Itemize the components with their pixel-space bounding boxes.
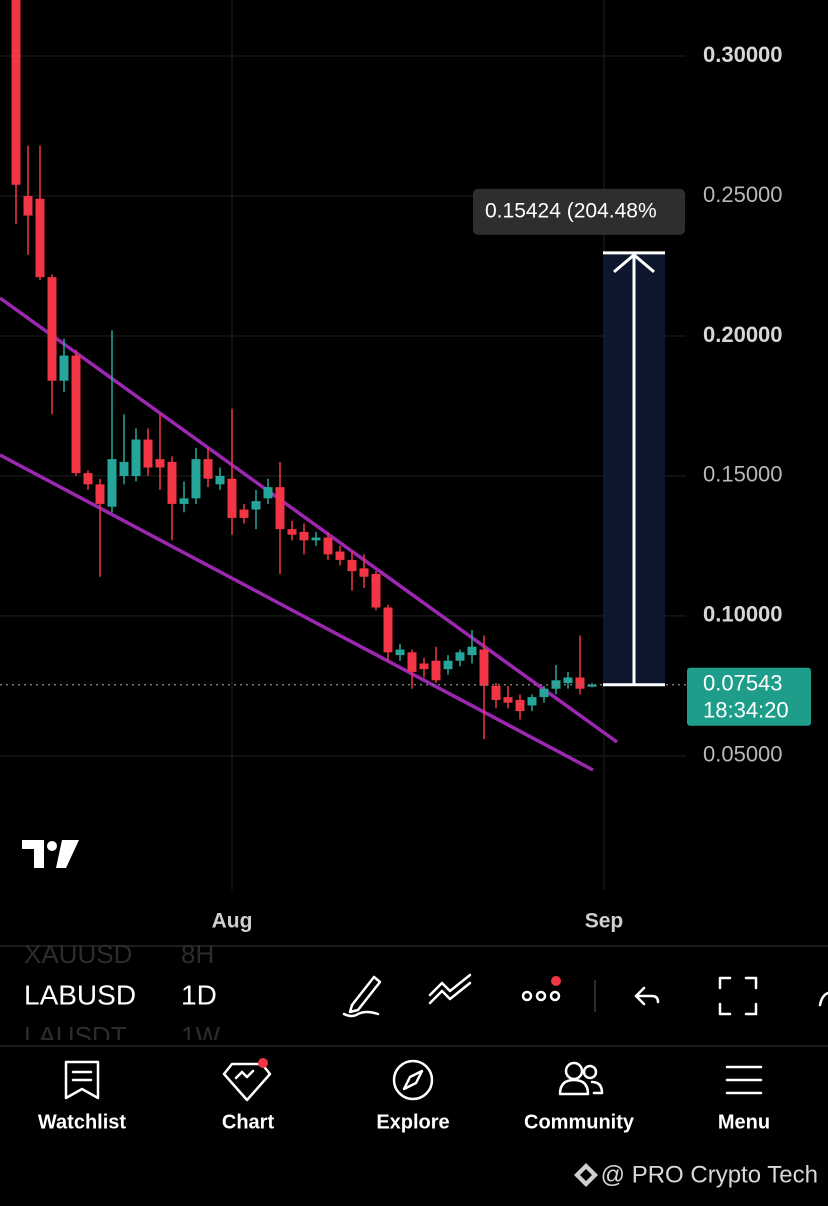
candle-body bbox=[23, 195, 33, 216]
y-tick-label: 0.10000 bbox=[703, 602, 783, 627]
candle-body bbox=[323, 537, 333, 555]
community-icon[interactable] bbox=[558, 1061, 604, 1096]
candle-body bbox=[35, 198, 45, 278]
candle-body bbox=[563, 677, 573, 684]
symbol: XAUUSD bbox=[24, 939, 132, 969]
candle-body bbox=[299, 531, 309, 541]
chart-icon[interactable] bbox=[222, 1062, 272, 1102]
interval[interactable]: 1D bbox=[181, 979, 217, 1010]
candle-body bbox=[431, 660, 441, 681]
candle-body bbox=[491, 685, 501, 700]
candle-body bbox=[419, 663, 429, 670]
candle-body bbox=[119, 461, 129, 476]
plot bbox=[0, 0, 686, 772]
watermark-icon bbox=[574, 1163, 598, 1187]
candle-body bbox=[395, 649, 405, 656]
candle-body bbox=[11, 0, 21, 185]
candle-body bbox=[155, 459, 165, 468]
nav-label[interactable]: Chart bbox=[222, 1111, 275, 1133]
candle-body bbox=[539, 688, 549, 698]
candle-body bbox=[551, 680, 561, 689]
candle-body bbox=[347, 559, 357, 572]
candle-body bbox=[383, 607, 393, 653]
x-tick-label: Aug bbox=[212, 910, 253, 933]
candle-body bbox=[503, 697, 513, 703]
candle-body bbox=[479, 649, 489, 686]
y-tick-label: 0.15000 bbox=[703, 462, 783, 487]
menu-icon[interactable] bbox=[725, 1065, 763, 1095]
tradingview-logo bbox=[22, 840, 79, 868]
candle-body bbox=[275, 487, 285, 530]
watchlist-icon[interactable] bbox=[64, 1060, 100, 1100]
nav-label[interactable]: Watchlist bbox=[38, 1111, 126, 1133]
fullscreen[interactable] bbox=[718, 976, 758, 1016]
candle-body bbox=[227, 478, 237, 518]
y-tick-label: 0.05000 bbox=[703, 742, 783, 767]
grid bbox=[0, 0, 686, 890]
candle-body bbox=[527, 697, 537, 706]
measure-head bbox=[613, 252, 655, 274]
price-label-bg bbox=[687, 667, 811, 726]
candle-body bbox=[143, 439, 153, 468]
candle-body bbox=[359, 568, 369, 577]
candle-body bbox=[263, 487, 273, 499]
watermark: @ PRO Crypto Tech bbox=[601, 1161, 818, 1188]
candle-body bbox=[467, 646, 477, 656]
candle-body bbox=[107, 459, 117, 507]
candle-body bbox=[59, 355, 69, 381]
candle-body bbox=[167, 461, 177, 504]
candle-body bbox=[71, 355, 81, 474]
more[interactable] bbox=[818, 991, 828, 1007]
candle-body bbox=[203, 459, 213, 479]
interval: 8H bbox=[181, 939, 214, 969]
nav-label[interactable]: Menu bbox=[718, 1111, 770, 1133]
candle-body bbox=[407, 652, 417, 672]
candle-body bbox=[251, 501, 261, 510]
nav-label[interactable]: Community bbox=[524, 1111, 635, 1133]
candle-body bbox=[311, 537, 321, 541]
nav-label[interactable]: Explore bbox=[376, 1111, 449, 1133]
draw-tool[interactable] bbox=[342, 975, 382, 1018]
candle-body bbox=[371, 573, 381, 608]
explore-icon[interactable] bbox=[392, 1059, 434, 1101]
x-tick-label: Sep bbox=[585, 910, 624, 933]
badge bbox=[551, 976, 561, 986]
candle-body bbox=[191, 459, 201, 499]
candle-body bbox=[83, 473, 93, 485]
trend-tool[interactable] bbox=[428, 973, 472, 1005]
candle-body bbox=[455, 652, 465, 661]
candle-body bbox=[575, 677, 585, 689]
trend-line bbox=[0, 453, 594, 772]
candle-body bbox=[335, 551, 345, 560]
y-tick-label: 0.30000 bbox=[703, 42, 783, 67]
trend-line bbox=[0, 296, 619, 744]
measure-label-bg bbox=[473, 188, 685, 235]
candle-body bbox=[587, 684, 597, 687]
candle-body bbox=[287, 529, 297, 535]
candle-body bbox=[215, 475, 225, 485]
candle-body bbox=[95, 484, 105, 504]
candle-body bbox=[515, 699, 525, 712]
undo[interactable] bbox=[634, 986, 660, 1006]
measure-label: 0.15424 (204.48% bbox=[485, 199, 657, 222]
countdown: 18:34:20 bbox=[703, 698, 789, 723]
candle-body bbox=[131, 439, 141, 476]
price-label: 0.07543 bbox=[703, 671, 783, 696]
candle-body bbox=[179, 498, 189, 504]
candle-body bbox=[47, 277, 57, 381]
y-tick-label: 0.20000 bbox=[703, 322, 783, 347]
more-tools[interactable] bbox=[521, 990, 561, 1002]
y-tick-label: 0.25000 bbox=[703, 182, 783, 207]
badge bbox=[258, 1058, 268, 1068]
candle-body bbox=[443, 660, 453, 670]
candle-body bbox=[239, 509, 249, 518]
symbol[interactable]: LABUSD bbox=[24, 979, 136, 1010]
